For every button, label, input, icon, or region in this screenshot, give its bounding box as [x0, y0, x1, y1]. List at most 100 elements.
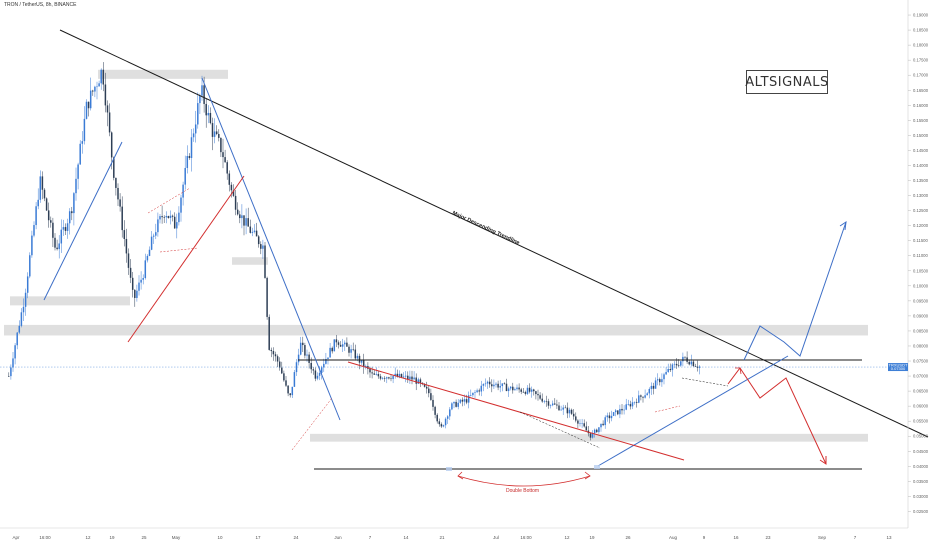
candle-body — [549, 405, 552, 406]
dashed-flag-5 — [681, 377, 729, 387]
candle-body — [249, 226, 252, 233]
candle-body — [211, 123, 214, 137]
candle-body — [629, 404, 632, 407]
candle-body — [85, 101, 88, 119]
candle-body — [430, 393, 432, 400]
price-tick-label: 0.07000 — [913, 374, 929, 379]
price-tick-label: 0.05000 — [913, 434, 929, 439]
candle-body — [245, 218, 247, 226]
time-tick-label: 25 — [141, 535, 147, 540]
candle-body — [530, 389, 533, 392]
candle-body — [671, 364, 674, 371]
candle-body — [45, 198, 48, 211]
double-bottom-label: Double Bottom — [506, 488, 539, 494]
candle-body — [591, 433, 594, 438]
candle-body — [83, 118, 86, 142]
candle-body — [654, 380, 657, 389]
time-tick-label: 16 — [733, 535, 739, 540]
candle-body — [648, 388, 651, 394]
candle-body — [52, 222, 54, 238]
candle-body — [394, 373, 396, 376]
time-tick-label: 9 — [703, 535, 706, 540]
candle-body — [358, 355, 361, 363]
candle-body — [306, 354, 308, 356]
candle-body — [547, 401, 550, 406]
double-bottom-arrow-right — [584, 471, 591, 480]
candle-body — [539, 395, 541, 399]
candle-body — [257, 236, 260, 245]
candle-body — [617, 410, 619, 415]
candle-body — [486, 381, 489, 384]
candle-body — [606, 415, 609, 418]
candle-body — [14, 345, 16, 359]
candle-body — [589, 433, 592, 438]
candle-body — [266, 277, 268, 317]
candle-body — [283, 373, 285, 381]
candle-body — [209, 112, 212, 124]
candle-body — [180, 197, 182, 213]
candle-body — [113, 157, 115, 178]
price-tick-label: 0.10000 — [913, 283, 929, 288]
candle-body — [360, 359, 363, 363]
candle-body — [476, 390, 478, 393]
candle-body — [218, 134, 220, 138]
candle-body — [696, 366, 699, 368]
price-tick-label: 0.07500 — [913, 359, 929, 364]
candle-body — [514, 389, 516, 391]
candle-body — [623, 409, 625, 411]
price-zone — [98, 69, 228, 79]
uptrend-line-april — [43, 141, 123, 301]
candle-body — [329, 347, 331, 358]
candle-body — [379, 376, 382, 379]
time-tick-label: 12 — [85, 535, 91, 540]
candle-body — [285, 380, 287, 386]
candle-body — [512, 386, 514, 391]
candle-body — [247, 218, 249, 227]
candle-body — [596, 429, 598, 433]
time-tick-label: 16:00 — [520, 535, 532, 540]
candle-body — [140, 279, 142, 283]
candle-body — [463, 399, 466, 402]
candle-body — [436, 414, 438, 422]
candle-body — [633, 401, 636, 403]
price-zone — [232, 257, 268, 265]
candle-body — [228, 173, 231, 185]
candle-body — [667, 369, 669, 372]
price-tick-label: 0.16000 — [913, 103, 929, 108]
candle-body — [520, 389, 522, 392]
candle-body — [243, 215, 245, 226]
candle-body — [161, 216, 163, 218]
candle-body — [488, 381, 491, 385]
dashed-flag-1 — [147, 187, 191, 214]
candle-body — [560, 409, 562, 411]
candle-body — [16, 332, 18, 346]
price-tick-label: 0.02500 — [913, 509, 929, 514]
candle-body — [260, 244, 262, 249]
price-tick-label: 0.14000 — [913, 163, 929, 168]
candle-body — [602, 423, 604, 426]
candle-body — [89, 90, 92, 109]
candle-body — [165, 216, 168, 218]
price-axis[interactable]: 0.19000 0.18500 0.18000 0.17500 0.17000 0.165… — [888, 0, 929, 528]
candle-body — [572, 413, 575, 417]
candle-body — [335, 339, 338, 343]
candle-body — [262, 245, 264, 249]
time-axis[interactable]: Apr 16:00 12 19 25 May 10 17 24 Jun 7 14 21 Jul 16:00 1… — [0, 527, 908, 540]
candle-body — [331, 347, 333, 352]
candle-body — [226, 162, 228, 174]
candle-body — [215, 131, 218, 135]
candle-body — [350, 349, 352, 353]
price-tick-label: 0.14500 — [913, 148, 929, 153]
candle-body — [125, 238, 128, 254]
price-tick-label: 0.18500 — [913, 28, 929, 33]
price-tick-label: 0.13000 — [913, 193, 929, 198]
candle-body — [541, 398, 543, 402]
candle-body — [203, 85, 205, 104]
candle-body — [188, 156, 191, 159]
candle-body — [56, 247, 58, 250]
candle-body — [274, 354, 277, 357]
candle-body — [299, 342, 302, 355]
candle-body — [390, 378, 392, 380]
candle-body — [428, 388, 430, 394]
uptrend-line-july — [597, 355, 789, 467]
